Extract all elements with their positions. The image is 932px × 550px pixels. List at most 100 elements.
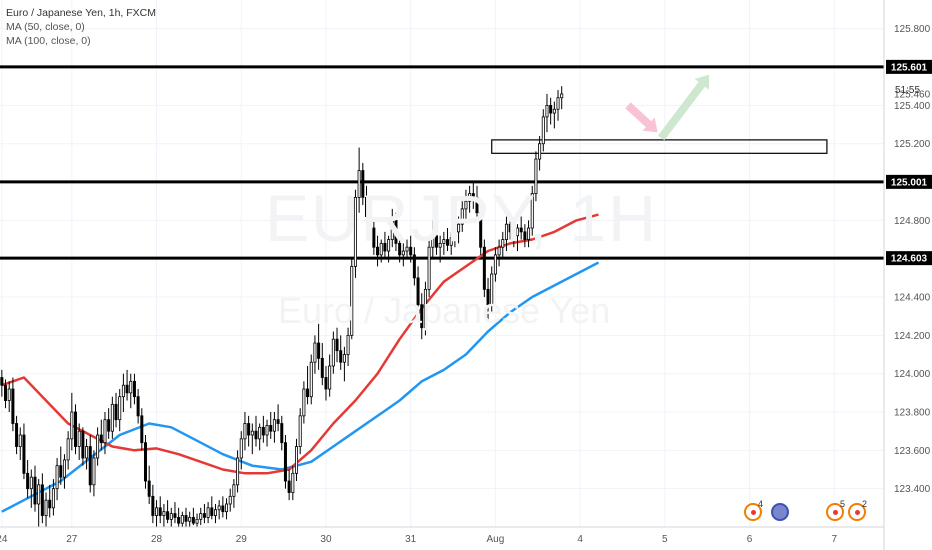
candle-body <box>269 425 273 432</box>
candle-body <box>254 430 258 440</box>
candle-body <box>37 484 41 505</box>
y-tick-label: 123.600 <box>894 446 931 457</box>
candle-body <box>490 273 494 306</box>
event-flag-icon[interactable] <box>848 503 866 521</box>
candle-body <box>11 388 15 424</box>
candle-body <box>70 411 74 440</box>
candle-body <box>136 396 140 417</box>
candle-body <box>423 288 427 329</box>
candle-body <box>169 513 173 520</box>
candle-body <box>0 377 4 386</box>
candle-body <box>140 415 144 444</box>
candle-body <box>88 446 92 486</box>
candle-body <box>335 338 339 352</box>
candle-body <box>438 242 442 248</box>
event-flag-icon[interactable] <box>826 503 844 521</box>
candle-body <box>486 288 490 306</box>
candle-body <box>180 515 184 524</box>
candle-body <box>339 350 343 363</box>
candle-body <box>328 365 332 390</box>
candle-body <box>166 511 170 520</box>
x-tick-label: 30 <box>320 534 332 545</box>
candle-body <box>7 388 11 401</box>
arrow-down-icon <box>625 102 658 133</box>
candle-body <box>346 334 350 355</box>
candle-body <box>287 480 291 493</box>
candle-body <box>280 423 284 444</box>
candle-body <box>110 403 114 432</box>
candle-body <box>217 505 221 511</box>
candle-body <box>125 384 129 394</box>
y-tick-label: 123.400 <box>894 484 931 495</box>
candle-body <box>114 403 118 421</box>
candle-body <box>460 208 464 225</box>
candle-body <box>239 438 243 459</box>
candle-body <box>33 476 37 505</box>
candle-body <box>320 357 324 378</box>
candle-body <box>497 246 501 256</box>
candle-body <box>77 430 81 447</box>
candle-body <box>331 338 335 367</box>
x-tick-label: 27 <box>66 534 78 545</box>
legend-ma50[interactable]: MA (50, close, 0) <box>6 21 85 33</box>
candle-body <box>379 242 383 256</box>
candle-body <box>501 239 505 248</box>
event-flag-icon[interactable] <box>744 503 762 521</box>
event-count: 5 <box>840 499 846 509</box>
candle-body <box>317 342 321 359</box>
candle-body <box>265 425 269 436</box>
candle-body <box>405 246 409 252</box>
candle-body <box>40 484 44 516</box>
candle-body <box>449 237 453 246</box>
candle-body <box>272 419 276 432</box>
watermark-name: Euro / Japanese Yen <box>278 290 611 331</box>
x-tick-label: Aug <box>487 534 505 545</box>
y-tick-label: 124.400 <box>894 293 931 304</box>
candle-body <box>401 250 405 256</box>
candle-body <box>283 442 287 482</box>
y-tick-label: 124.800 <box>894 216 931 227</box>
candle-body <box>372 227 376 248</box>
candle-body <box>394 219 398 244</box>
candle-body <box>74 411 78 447</box>
candle-body <box>199 513 203 520</box>
candle-body <box>92 457 96 486</box>
candle-body <box>221 505 225 513</box>
candle-body <box>22 434 26 474</box>
candle-body <box>147 480 151 497</box>
candle-body <box>464 200 468 210</box>
candle-body <box>493 254 497 275</box>
candle-body <box>434 235 438 248</box>
event-count: 2 <box>862 499 868 509</box>
candle-body <box>504 223 508 240</box>
candle-body <box>55 465 59 490</box>
candle-body <box>184 515 188 522</box>
candle-body <box>29 476 33 490</box>
candle-body <box>512 231 516 237</box>
level-price-tag <box>886 174 932 189</box>
direction-arrows <box>625 74 709 141</box>
candle-body <box>412 254 416 279</box>
legend-ma100[interactable]: MA (100, close, 0) <box>6 35 91 47</box>
candles <box>0 86 564 527</box>
globe-icon[interactable] <box>771 503 789 521</box>
candle-body <box>364 196 368 217</box>
candle-body <box>560 93 564 99</box>
candle-body <box>173 513 177 518</box>
x-tick-label: 4 <box>577 534 583 545</box>
candle-body <box>357 170 361 198</box>
horizontal-levels <box>0 65 884 260</box>
x-tick-label: 6 <box>747 534 753 545</box>
candle-body <box>162 511 166 516</box>
candle-body <box>350 265 354 336</box>
candle-body <box>202 513 206 518</box>
legend-symbol[interactable]: Euro / Japanese Yen, 1h, FXCM <box>6 7 157 19</box>
candle-body <box>96 434 100 459</box>
candle-body <box>376 246 380 256</box>
event-count: 4 <box>758 499 764 509</box>
candle-body <box>479 212 483 248</box>
candle-body <box>482 246 486 290</box>
candle-body <box>556 97 560 110</box>
candle-body <box>534 158 538 194</box>
